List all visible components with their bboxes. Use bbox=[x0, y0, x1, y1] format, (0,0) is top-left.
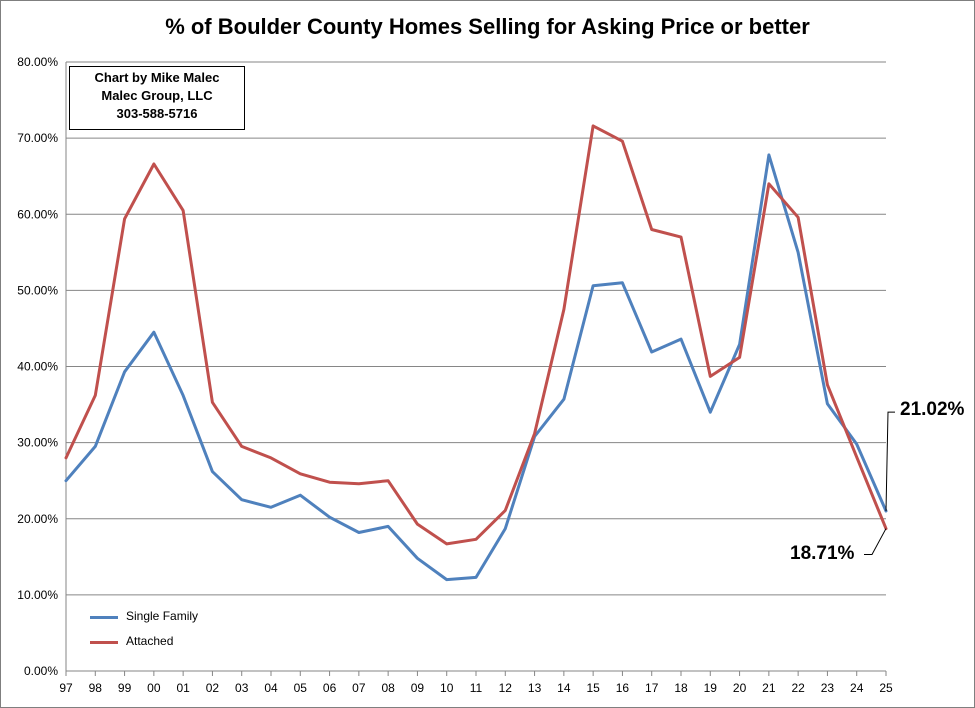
x-tick-label: 13 bbox=[528, 681, 542, 695]
x-tick-label: 06 bbox=[323, 681, 337, 695]
x-tick-label: 15 bbox=[586, 681, 600, 695]
legend-swatch-attached bbox=[90, 641, 118, 644]
annotation-attached-end: 18.71% bbox=[790, 543, 855, 564]
x-tick-label: 24 bbox=[850, 681, 864, 695]
credit-box: Chart by Mike Malec Malec Group, LLC 303… bbox=[69, 66, 245, 130]
x-tick-label: 00 bbox=[147, 681, 161, 695]
x-tick-label: 25 bbox=[879, 681, 893, 695]
x-tick-label: 20 bbox=[733, 681, 747, 695]
series-line-single-family bbox=[64, 153, 888, 582]
x-tick-label: 16 bbox=[616, 681, 630, 695]
legend-label-attached: Attached bbox=[126, 634, 174, 648]
y-tick-label: 50.00% bbox=[17, 283, 58, 297]
y-tick-label: 0.00% bbox=[24, 664, 58, 678]
annotation-single-family-end: 21.02% bbox=[900, 399, 965, 420]
y-tick-label: 40.00% bbox=[17, 360, 58, 374]
x-tick-label: 98 bbox=[89, 681, 103, 695]
x-tick-label: 23 bbox=[821, 681, 835, 695]
legend-label-single-family: Single Family bbox=[126, 609, 199, 623]
x-tick-label: 12 bbox=[499, 681, 513, 695]
chart-title: % of Boulder County Homes Selling for As… bbox=[165, 14, 810, 39]
annotation-leader-single-family bbox=[885, 411, 895, 511]
x-tick-label: 14 bbox=[557, 681, 571, 695]
legend-swatch-single-family bbox=[90, 616, 118, 619]
y-tick-label: 10.00% bbox=[17, 588, 58, 602]
x-tick-label: 01 bbox=[176, 681, 190, 695]
x-tick-label: 97 bbox=[59, 681, 73, 695]
x-tick-label: 19 bbox=[704, 681, 718, 695]
x-tick-label: 04 bbox=[264, 681, 278, 695]
y-tick-label: 70.00% bbox=[17, 131, 58, 145]
x-tick-label: 21 bbox=[762, 681, 776, 695]
x-tick-label: 10 bbox=[440, 681, 454, 695]
x-tick-label: 11 bbox=[470, 681, 483, 695]
x-tick-label: 03 bbox=[235, 681, 249, 695]
y-tick-label: 30.00% bbox=[17, 436, 58, 450]
annotation-leader-attached bbox=[864, 528, 887, 556]
series-line-attached bbox=[64, 124, 888, 546]
y-tick-label: 80.00% bbox=[17, 55, 58, 69]
credit-line-phone: 303-588-5716 bbox=[116, 106, 198, 121]
x-tick-label: 17 bbox=[645, 681, 659, 695]
x-tick-label: 18 bbox=[674, 681, 688, 695]
x-tick-label: 08 bbox=[381, 681, 395, 695]
x-tick-label: 05 bbox=[294, 681, 308, 695]
credit-line-author: Chart by Mike Malec bbox=[94, 70, 220, 85]
x-tick-label: 99 bbox=[118, 681, 132, 695]
credit-line-company: Malec Group, LLC bbox=[101, 88, 213, 103]
y-tick-label: 60.00% bbox=[17, 207, 58, 221]
x-tick-label: 07 bbox=[352, 681, 366, 695]
x-tick-label: 09 bbox=[411, 681, 425, 695]
y-tick-label: 20.00% bbox=[17, 512, 58, 526]
x-tick-label: 22 bbox=[791, 681, 805, 695]
x-tick-label: 02 bbox=[206, 681, 220, 695]
